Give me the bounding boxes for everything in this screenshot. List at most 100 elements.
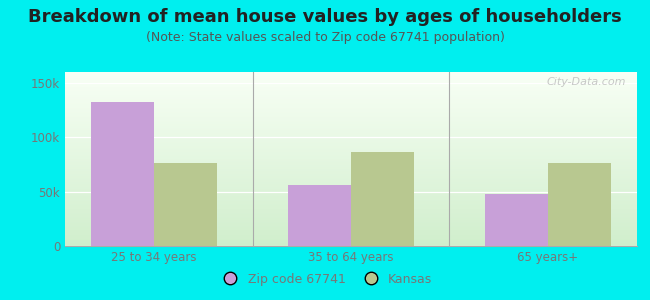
Bar: [65, 206, 637, 207]
Bar: [65, 227, 637, 228]
Bar: [65, 235, 637, 236]
Bar: [65, 185, 637, 186]
Bar: [485, 194, 548, 246]
Bar: [65, 199, 637, 200]
Bar: [65, 154, 637, 155]
Bar: [65, 145, 637, 146]
Bar: [65, 81, 637, 82]
Bar: [65, 242, 637, 243]
Bar: [65, 222, 637, 223]
Bar: [65, 119, 637, 120]
Bar: [65, 143, 637, 144]
Bar: [65, 213, 637, 214]
Bar: [65, 197, 637, 198]
Bar: [65, 110, 637, 111]
Bar: [65, 149, 637, 150]
Bar: [65, 114, 637, 115]
Bar: [65, 228, 637, 229]
Bar: [65, 180, 637, 181]
Bar: [65, 205, 637, 206]
Bar: [65, 107, 637, 108]
Bar: [65, 158, 637, 159]
Bar: [65, 111, 637, 112]
Bar: [65, 189, 637, 190]
Bar: [65, 129, 637, 130]
Bar: [65, 84, 637, 85]
Bar: [65, 122, 637, 123]
Bar: [65, 215, 637, 216]
Bar: [65, 212, 637, 213]
Bar: [65, 173, 637, 174]
Bar: [65, 163, 637, 164]
Bar: [65, 223, 637, 224]
Bar: [65, 214, 637, 215]
Bar: [65, 124, 637, 125]
Bar: [288, 185, 351, 246]
Bar: [65, 99, 637, 100]
Bar: [65, 137, 637, 138]
Bar: [65, 174, 637, 175]
Bar: [65, 207, 637, 208]
Bar: [65, 164, 637, 165]
Bar: [65, 125, 637, 126]
Bar: [65, 116, 637, 117]
Bar: [65, 103, 637, 104]
Bar: [91, 102, 154, 246]
Bar: [65, 109, 637, 110]
Bar: [65, 97, 637, 98]
Bar: [65, 161, 637, 162]
Bar: [65, 121, 637, 122]
Bar: [65, 221, 637, 222]
Bar: [65, 233, 637, 234]
Bar: [65, 74, 637, 75]
Bar: [65, 89, 637, 90]
Bar: [65, 72, 637, 73]
Bar: [65, 115, 637, 116]
Bar: [65, 78, 637, 79]
Bar: [65, 186, 637, 187]
Bar: [65, 95, 637, 96]
Bar: [65, 175, 637, 176]
Bar: [65, 169, 637, 170]
Bar: [65, 152, 637, 153]
Bar: [65, 120, 637, 121]
Bar: [65, 234, 637, 235]
Bar: [65, 230, 637, 231]
Bar: [65, 204, 637, 205]
Bar: [65, 141, 637, 142]
Bar: [65, 153, 637, 154]
Bar: [65, 79, 637, 80]
Bar: [351, 152, 414, 246]
Bar: [65, 101, 637, 102]
Bar: [65, 142, 637, 143]
Bar: [65, 210, 637, 211]
Text: (Note: State values scaled to Zip code 67741 population): (Note: State values scaled to Zip code 6…: [146, 32, 504, 44]
Text: Breakdown of mean house values by ages of householders: Breakdown of mean house values by ages o…: [28, 8, 622, 26]
Bar: [65, 167, 637, 168]
Bar: [65, 83, 637, 84]
Bar: [65, 243, 637, 244]
Bar: [65, 188, 637, 189]
Bar: [65, 244, 637, 245]
Bar: [65, 156, 637, 157]
Bar: [65, 162, 637, 163]
Bar: [65, 198, 637, 199]
Bar: [65, 177, 637, 178]
Bar: [65, 232, 637, 233]
Bar: [65, 100, 637, 101]
Bar: [65, 184, 637, 185]
Bar: [65, 104, 637, 105]
Bar: [65, 217, 637, 218]
Bar: [65, 75, 637, 76]
Bar: [65, 229, 637, 230]
Bar: [65, 77, 637, 78]
Bar: [65, 135, 637, 136]
Text: City-Data.com: City-Data.com: [546, 77, 625, 87]
Bar: [65, 165, 637, 166]
Bar: [65, 147, 637, 148]
Bar: [65, 151, 637, 152]
Bar: [65, 238, 637, 239]
Bar: [65, 98, 637, 99]
Bar: [65, 171, 637, 172]
Bar: [65, 239, 637, 240]
